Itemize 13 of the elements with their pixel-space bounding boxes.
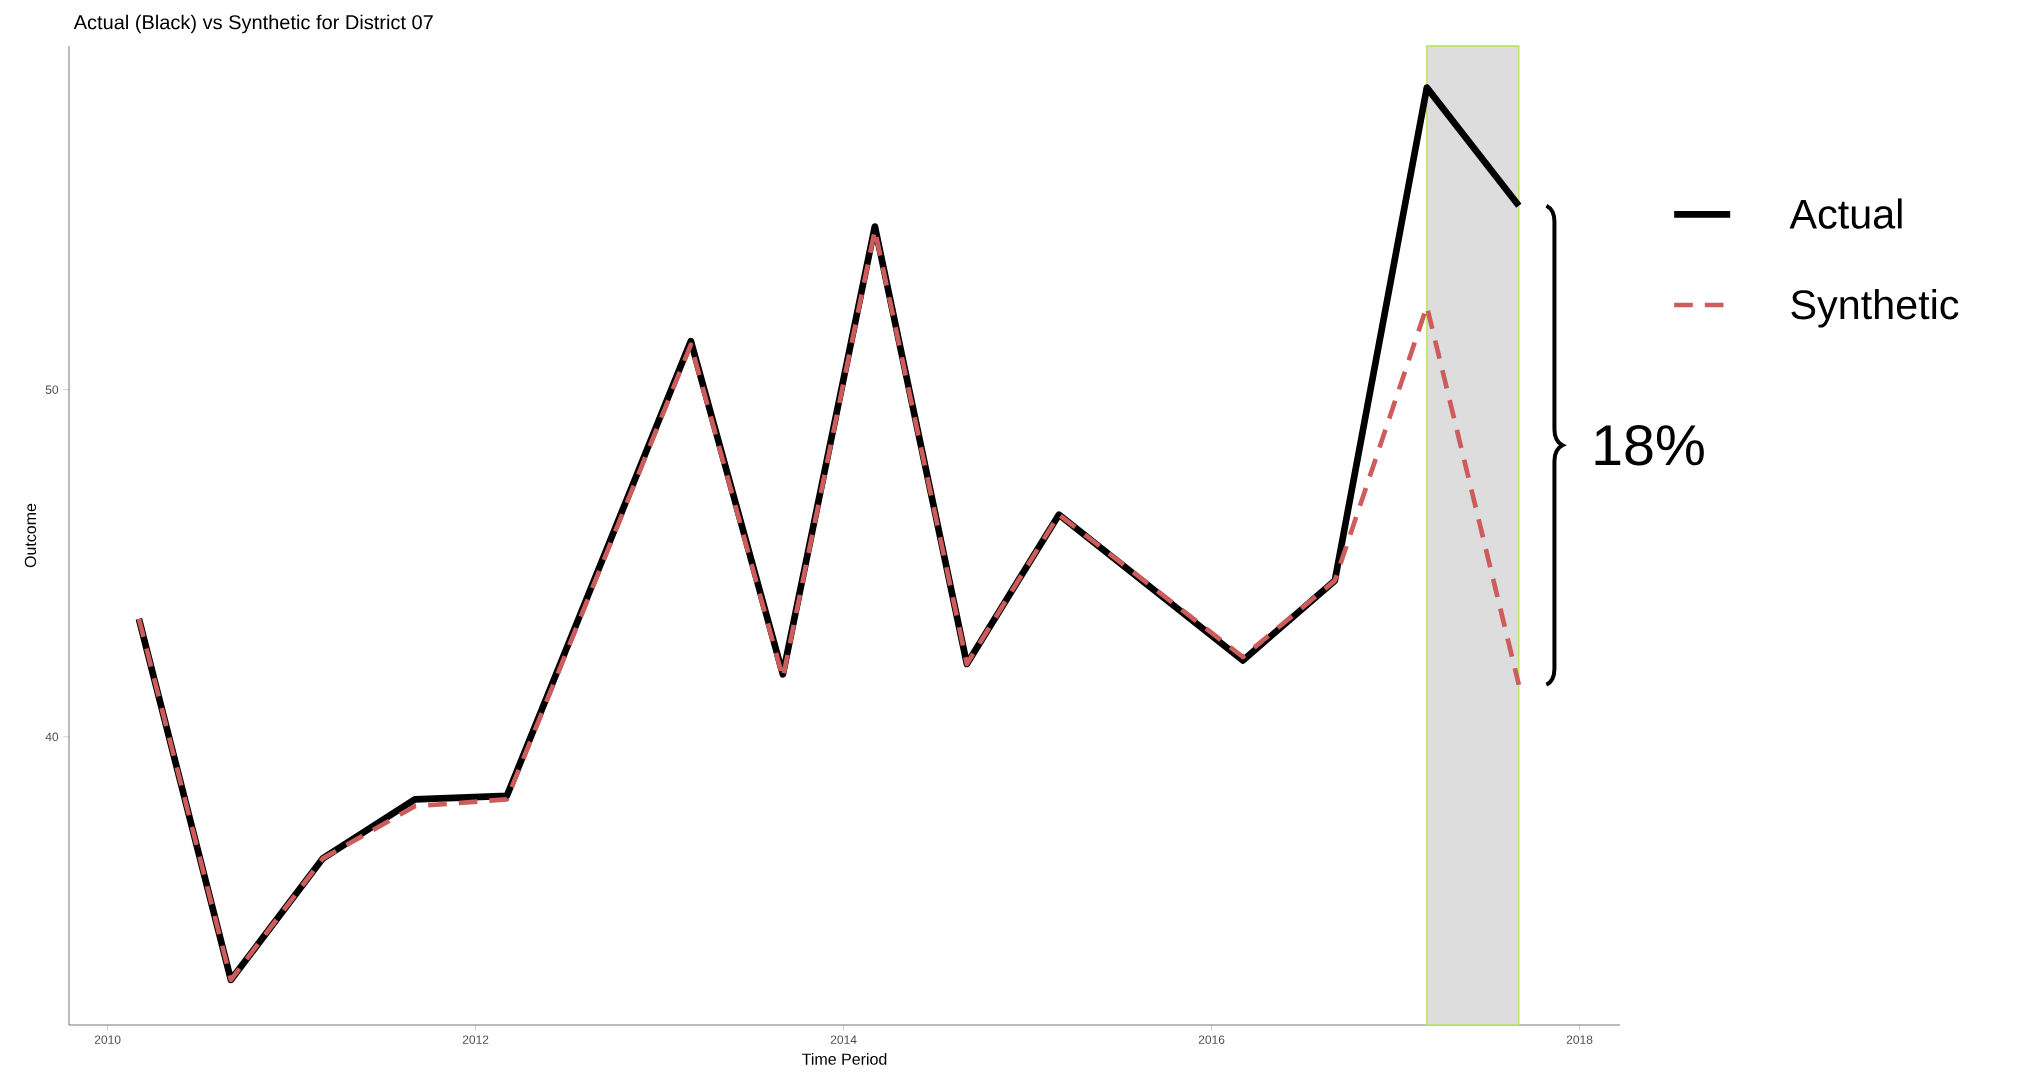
x-tick-label: 2018 (1566, 1035, 1593, 1044)
legend-label: Synthetic (1791, 289, 1959, 328)
x-tick-label: 2014 (830, 1035, 857, 1044)
x-tick-label: 2012 (462, 1035, 489, 1044)
y-axis-title: Outcome (24, 503, 37, 568)
y-tick-label: 40 (45, 732, 59, 742)
x-tick-label: 2016 (1198, 1035, 1225, 1044)
y-tick-label: 50 (45, 385, 59, 394)
annotation: 18% (1595, 424, 1704, 466)
chart-title: Actual (Black) vs Synthetic for District 07 (73, 14, 433, 34)
x-tick-label: 2010 (94, 1035, 121, 1044)
legend-label: Actual (1789, 198, 1902, 229)
x-axis-title: Time Period (802, 1053, 887, 1065)
